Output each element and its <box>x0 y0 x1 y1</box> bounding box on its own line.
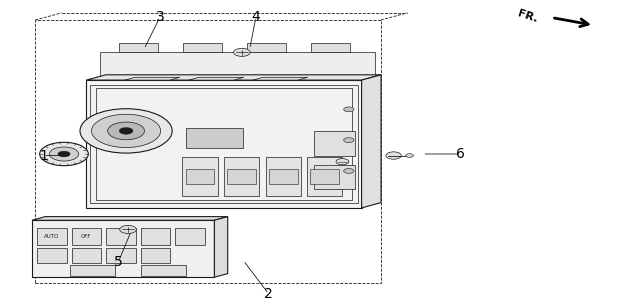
Text: 5: 5 <box>114 255 123 269</box>
Text: 2: 2 <box>264 287 273 301</box>
Polygon shape <box>141 228 170 245</box>
Circle shape <box>40 142 88 166</box>
Polygon shape <box>37 228 67 245</box>
Polygon shape <box>141 248 170 263</box>
Circle shape <box>120 225 136 233</box>
Polygon shape <box>310 168 339 184</box>
Circle shape <box>344 138 354 143</box>
Polygon shape <box>119 43 157 52</box>
Polygon shape <box>224 157 259 196</box>
Polygon shape <box>106 228 136 245</box>
Polygon shape <box>214 217 228 277</box>
Polygon shape <box>227 168 256 184</box>
Polygon shape <box>314 131 355 156</box>
Polygon shape <box>253 77 308 80</box>
Circle shape <box>406 154 413 157</box>
Polygon shape <box>72 228 101 245</box>
Text: 4: 4 <box>252 10 260 24</box>
Polygon shape <box>362 75 381 208</box>
Polygon shape <box>32 217 228 220</box>
Text: AUTO: AUTO <box>44 234 60 239</box>
Polygon shape <box>70 265 115 276</box>
Polygon shape <box>175 228 205 245</box>
Text: OFF: OFF <box>81 234 92 239</box>
Polygon shape <box>90 85 358 203</box>
Circle shape <box>58 151 70 157</box>
Circle shape <box>344 107 354 112</box>
Polygon shape <box>311 43 349 52</box>
Text: 6: 6 <box>456 147 465 161</box>
Polygon shape <box>266 157 301 196</box>
Circle shape <box>92 114 161 148</box>
Polygon shape <box>37 248 67 263</box>
Polygon shape <box>186 168 214 184</box>
Circle shape <box>386 152 401 159</box>
Polygon shape <box>141 265 186 276</box>
Polygon shape <box>314 165 355 189</box>
Polygon shape <box>247 43 285 52</box>
Text: 3: 3 <box>156 10 164 24</box>
Circle shape <box>336 159 349 165</box>
Polygon shape <box>125 77 180 80</box>
Polygon shape <box>106 248 136 263</box>
Polygon shape <box>183 43 221 52</box>
Polygon shape <box>100 52 375 76</box>
Circle shape <box>49 147 79 161</box>
Polygon shape <box>186 128 243 148</box>
Circle shape <box>234 48 250 56</box>
Polygon shape <box>269 168 298 184</box>
Circle shape <box>119 128 133 134</box>
Polygon shape <box>307 157 342 196</box>
Circle shape <box>344 168 354 173</box>
Polygon shape <box>32 220 214 277</box>
Circle shape <box>108 122 145 140</box>
Text: 1: 1 <box>39 148 48 163</box>
Polygon shape <box>72 248 101 263</box>
Polygon shape <box>86 75 381 80</box>
Polygon shape <box>86 80 362 208</box>
Text: FR.: FR. <box>516 8 540 24</box>
Polygon shape <box>182 157 218 196</box>
Circle shape <box>80 109 172 153</box>
Polygon shape <box>189 77 244 80</box>
